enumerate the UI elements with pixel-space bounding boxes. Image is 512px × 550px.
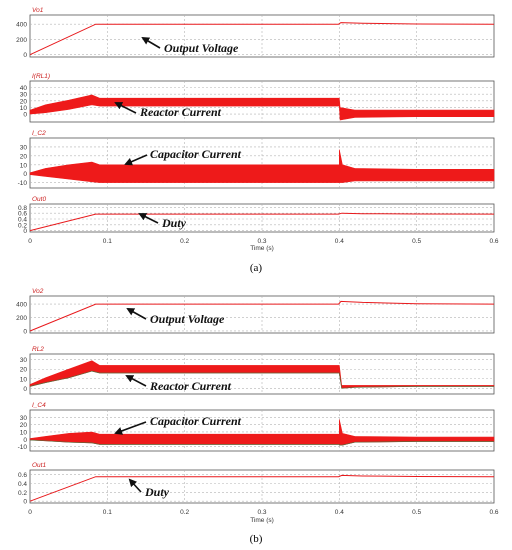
panel-Out0: 00.20.40.60.8 Out0 Duty [18,196,495,235]
y-tick-label: 0 [23,52,27,59]
y-tick-label: 0 [23,499,27,506]
series-line-Vo1 [29,22,495,56]
panel-RL2: 0 10 20 30 RL2 Reactor Current [20,346,495,395]
y-tick-label: 0 [23,328,27,335]
panel-title: Out0 [32,196,46,203]
annotation-label: Reactor Current [149,379,232,393]
y-tick-label: 20 [20,422,28,429]
y-tick-label: 20 [20,153,28,160]
annotation-label: Output Voltage [150,312,225,326]
y-tick-label: 0.6 [18,211,27,218]
y-tick-label: 20 [20,367,28,374]
x-tick-label: 0.2 [180,509,189,516]
y-tick-label: 0 [23,228,27,235]
y-tick-label: 200 [16,37,27,44]
y-tick-label: 40 [20,85,28,92]
x-tick-label: 0.4 [335,509,344,516]
y-tick-label: 0.6 [18,472,27,479]
panel-title: RL2 [32,346,44,353]
x-tick-label: 0.3 [257,238,266,245]
panel-title: I_C2 [32,130,46,137]
y-tick-label: 0 [23,437,27,444]
annotation-label: Capacitor Current [150,147,242,161]
y-tick-label: 30 [20,92,28,99]
panel-title: Vo2 [32,288,44,295]
x-axis-label: Time (s) [250,517,274,524]
y-tick-label: 30 [20,415,28,422]
series-edge-RL2 [29,370,494,389]
annotation-arrow [128,478,142,493]
y-tick-label: 400 [16,22,27,29]
panel-I_C2: -10 0 10 20 30 I_C2 Capacitor Current [18,130,495,189]
panel-title: I_C4 [32,402,46,409]
series-line-Vo2 [29,300,495,332]
series-edge-I_C4 [29,439,494,446]
y-tick-label: 200 [16,315,27,322]
annotation-arrow [141,36,161,49]
annotation-arrow [138,213,159,224]
y-tick-label: -10 [18,444,28,451]
annotation-arrow [125,375,147,387]
x-tick-label: 0.3 [257,509,266,516]
y-tick-label: 0.8 [18,205,27,212]
y-tick-label: 30 [20,357,28,364]
y-tick-label: 0.4 [18,481,27,488]
x-tick-label: 0 [28,509,32,516]
y-tick-label: 10 [20,429,28,436]
x-tick-label: 0.5 [412,509,421,516]
annotation-arrow [126,308,147,320]
x-tick-label: 0 [28,238,32,245]
annotation-label: Capacitor Current [150,414,242,428]
caption-b: (b) [249,533,263,545]
panel-title: Vo1 [32,7,44,14]
x-tick-label: 0.1 [103,509,112,516]
y-tick-label: 0 [23,171,27,178]
panel-Vo2: 0 200 400 Vo2 Output Voltage [16,288,495,335]
y-tick-label: 10 [20,162,28,169]
y-tick-label: 0.2 [18,222,27,229]
x-tick-label: 0.6 [489,238,498,245]
y-tick-label: 20 [20,98,28,105]
panel-title: Out1 [32,462,46,469]
series-band-I(RL1) [29,94,495,121]
series-line-Out1 [29,474,495,502]
x-axis-label: Time (s) [250,245,274,252]
series-band-I_C2 [29,149,495,183]
x-tick-label: 0.2 [180,238,189,245]
panel-Vo1: 0 200 400 Vo1 Output Voltage [16,7,495,59]
x-tick-label: 0.5 [412,238,421,245]
panel-frame [29,295,495,334]
annotation-label: Reactor Current [139,105,222,119]
y-tick-label: 30 [20,144,28,151]
annotation-arrow [114,421,147,435]
x-tick-label: 0.6 [489,509,498,516]
annotation-arrow [124,154,148,166]
y-tick-label: 0.2 [18,490,27,497]
x-tick-label: 0.4 [335,238,344,245]
annotation-arrow [114,102,137,114]
x-tick-label: 0.1 [103,238,112,245]
series-line-Out0 [29,212,495,232]
y-tick-label: 10 [20,105,28,112]
panel-Out1: 0 0.2 0.4 0.6 Out1 Duty [18,462,495,506]
y-tick-label: 10 [20,376,28,383]
caption-a: (a) [249,262,263,274]
y-tick-label: 0 [23,386,27,393]
y-tick-label: -10 [18,180,28,187]
annotation-label: Duty [144,485,170,499]
panel-title: I(RL1) [32,73,50,80]
y-tick-label: 0.4 [18,217,27,224]
annotation-label: Output Voltage [164,41,239,55]
annotation-label: Duty [161,216,187,230]
y-tick-label: 0 [23,112,27,119]
y-tick-label: 400 [16,302,27,309]
